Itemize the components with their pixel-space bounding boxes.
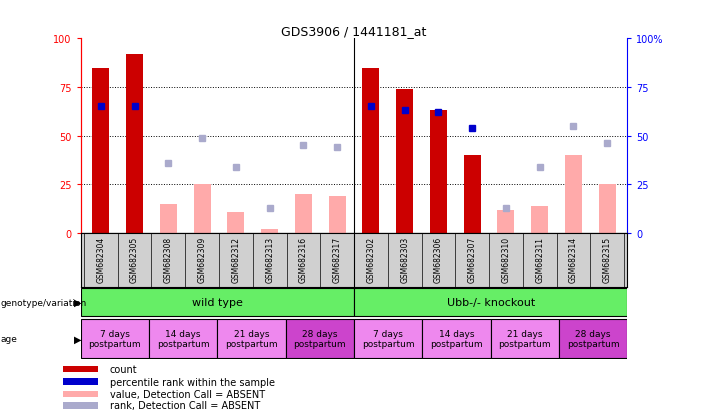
Text: GSM682312: GSM682312 xyxy=(231,236,240,282)
Text: genotype/variation: genotype/variation xyxy=(1,298,87,307)
Bar xyxy=(463,156,481,233)
Text: GSM682309: GSM682309 xyxy=(198,236,207,282)
Bar xyxy=(193,185,210,233)
Bar xyxy=(160,204,177,233)
Text: 21 days
postpartum: 21 days postpartum xyxy=(498,329,551,348)
Text: 7 days
postpartum: 7 days postpartum xyxy=(88,329,141,348)
Text: ▶: ▶ xyxy=(74,297,81,308)
Bar xyxy=(295,195,312,233)
Text: GSM682311: GSM682311 xyxy=(535,236,544,282)
Text: GSM682302: GSM682302 xyxy=(367,236,375,282)
Text: 28 days
postpartum: 28 days postpartum xyxy=(567,329,620,348)
Text: age: age xyxy=(1,334,18,343)
Bar xyxy=(430,111,447,233)
Text: value, Detection Call = ABSENT: value, Detection Call = ABSENT xyxy=(109,389,265,399)
Bar xyxy=(286,319,354,358)
Bar xyxy=(565,156,582,233)
Text: Ubb-/- knockout: Ubb-/- knockout xyxy=(447,297,535,308)
Bar xyxy=(531,206,548,233)
Text: 7 days
postpartum: 7 days postpartum xyxy=(362,329,414,348)
Text: rank, Detection Call = ABSENT: rank, Detection Call = ABSENT xyxy=(109,401,260,411)
Title: GDS3906 / 1441181_at: GDS3906 / 1441181_at xyxy=(281,25,427,38)
Text: GSM682315: GSM682315 xyxy=(603,236,612,282)
Text: GSM682317: GSM682317 xyxy=(333,236,341,282)
Text: GSM682307: GSM682307 xyxy=(468,236,477,282)
Bar xyxy=(217,319,286,358)
Text: GSM682316: GSM682316 xyxy=(299,236,308,282)
Bar xyxy=(599,185,615,233)
Text: GSM682308: GSM682308 xyxy=(164,236,173,282)
Text: GSM682314: GSM682314 xyxy=(569,236,578,282)
Text: GSM682305: GSM682305 xyxy=(130,236,139,282)
Text: ▶: ▶ xyxy=(74,334,81,344)
Text: count: count xyxy=(109,364,137,374)
Text: 21 days
postpartum: 21 days postpartum xyxy=(225,329,278,348)
Bar xyxy=(63,366,98,373)
Bar xyxy=(149,319,217,358)
Text: GSM682303: GSM682303 xyxy=(400,236,409,282)
Text: GSM682306: GSM682306 xyxy=(434,236,443,282)
Bar xyxy=(329,197,346,233)
Bar xyxy=(491,319,559,358)
Text: GSM682313: GSM682313 xyxy=(265,236,274,282)
Bar xyxy=(227,212,245,233)
Text: GSM682304: GSM682304 xyxy=(96,236,105,282)
Text: 14 days
postpartum: 14 days postpartum xyxy=(157,329,210,348)
Bar xyxy=(63,391,98,397)
Bar xyxy=(93,68,109,233)
Text: 28 days
postpartum: 28 days postpartum xyxy=(294,329,346,348)
Bar xyxy=(396,90,413,233)
Bar xyxy=(559,319,627,358)
Text: percentile rank within the sample: percentile rank within the sample xyxy=(109,377,275,387)
Bar xyxy=(63,378,98,385)
Bar xyxy=(354,289,627,316)
Bar xyxy=(81,319,149,358)
Bar xyxy=(354,319,422,358)
Bar xyxy=(498,210,515,233)
Bar xyxy=(422,319,491,358)
Text: 14 days
postpartum: 14 days postpartum xyxy=(430,329,483,348)
Bar xyxy=(261,230,278,233)
Bar xyxy=(126,55,143,233)
Text: wild type: wild type xyxy=(192,297,243,308)
Bar xyxy=(362,68,379,233)
Bar xyxy=(81,289,354,316)
Bar xyxy=(63,402,98,409)
Text: GSM682310: GSM682310 xyxy=(501,236,510,282)
